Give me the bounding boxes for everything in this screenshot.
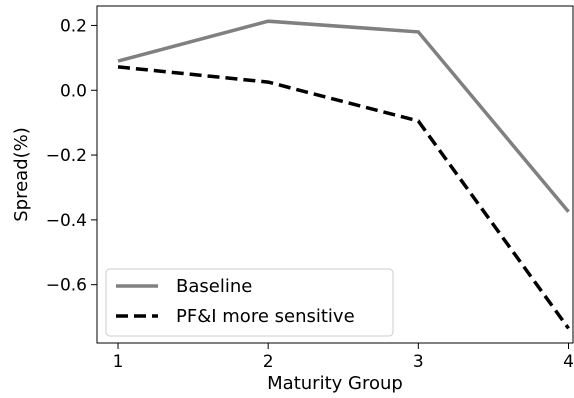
legend-box (105, 268, 394, 337)
legend: Baseline PF&I more sensitive (105, 268, 394, 337)
x-axis-label: Maturity Group (267, 373, 403, 394)
series-layer (117, 19, 570, 330)
legend-label: PF&I more sensitive (176, 306, 355, 327)
y-tick-label: −0.4 (46, 211, 87, 231)
y-axis-label: Spread(%) (11, 127, 32, 222)
y-tick-label: 0.2 (60, 16, 87, 36)
series-line-2 (117, 65, 570, 330)
x-tick-label: 2 (263, 352, 274, 372)
x-axis: 1 2 3 4 (113, 343, 574, 372)
x-tick-label: 4 (563, 352, 574, 372)
x-tick-label: 1 (113, 352, 124, 372)
series-line-1 (117, 19, 570, 213)
plot-area-frame (96, 5, 574, 344)
y-axis: 0.2 0.0 −0.2 −0.4 −0.6 (46, 16, 97, 296)
x-tick-label: 3 (413, 352, 424, 372)
y-tick-label: 0.0 (60, 81, 87, 101)
y-tick-label: −0.2 (46, 146, 87, 166)
y-tick-label: −0.6 (46, 276, 87, 296)
legend-label: Baseline (176, 276, 252, 297)
